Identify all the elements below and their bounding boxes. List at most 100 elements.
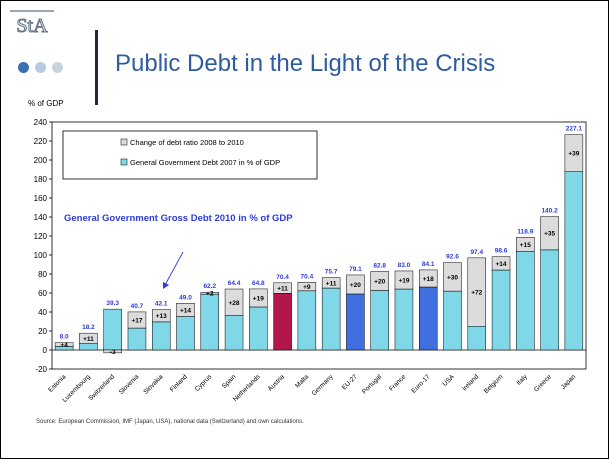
- annotation-arrow: [164, 251, 184, 286]
- bar-base: [103, 308, 122, 351]
- y-tick-label: 100: [34, 251, 48, 260]
- category-label: Austria: [267, 373, 287, 393]
- y-tick-label: 200: [34, 156, 48, 165]
- category-label: Portugal: [361, 373, 383, 395]
- bar-change: [443, 262, 462, 292]
- bar-change: [370, 271, 389, 291]
- legend: [62, 130, 318, 180]
- category-label: Greece: [533, 373, 553, 393]
- page-title: Public Debt in the Light of the Crisis: [115, 50, 496, 77]
- category-label: Spain: [221, 373, 238, 390]
- dot-icon: [52, 62, 63, 73]
- bar-base: [540, 249, 559, 351]
- bar-base: [418, 286, 438, 351]
- total-label: 82.8: [373, 262, 386, 269]
- plot-area: [51, 121, 587, 370]
- category-label: Italy: [515, 373, 529, 387]
- total-label: 8.0: [60, 334, 69, 341]
- category-label: Malta: [294, 373, 310, 389]
- bar-change: [394, 270, 414, 290]
- change-label: +18: [423, 276, 434, 283]
- change-label: +30: [447, 274, 458, 281]
- y-tick-label: 0: [43, 346, 48, 355]
- category-label: Belgium: [483, 373, 505, 395]
- category-label: Finland: [169, 373, 189, 393]
- category-label: Switzerland: [87, 373, 116, 402]
- total-label: 39.3: [106, 300, 119, 307]
- bar-base: [297, 290, 317, 351]
- change-label: +11: [326, 280, 337, 287]
- bar-base: [564, 171, 584, 351]
- bar-base: [200, 293, 220, 351]
- change-label: -3: [110, 349, 116, 356]
- bar-base: [491, 269, 511, 351]
- bar-change: [467, 257, 487, 327]
- bar-change: [151, 309, 171, 323]
- bar-base: [151, 321, 171, 351]
- logo-icon: StA: [10, 10, 54, 38]
- category-label: USA: [442, 373, 457, 388]
- category-label: France: [388, 373, 408, 393]
- legend-label: General Government Debt 2007 in % of GDP: [130, 158, 280, 167]
- change-label: +11: [83, 336, 94, 343]
- bar-change: [418, 269, 438, 288]
- chart-annotation: General Government Gross Debt 2010 in % …: [64, 213, 293, 224]
- bar-change: [224, 288, 244, 316]
- change-label: +28: [229, 300, 240, 307]
- change-label: +19: [398, 277, 409, 284]
- bar-base: [273, 293, 292, 351]
- category-label: Ireland: [461, 373, 480, 392]
- total-label: 70.4: [276, 274, 289, 281]
- dot-icon: [18, 62, 29, 73]
- total-label: 64.4: [228, 280, 241, 287]
- bar-change: [297, 282, 317, 292]
- bar-change: [564, 134, 584, 172]
- bar-base: [321, 287, 341, 351]
- change-label: +2: [206, 291, 214, 298]
- total-label: 40.7: [131, 303, 144, 310]
- bar-change: [491, 256, 511, 271]
- y-tick-label: 220: [34, 137, 48, 146]
- category-label: Estonia: [47, 373, 68, 394]
- bar-base: [176, 316, 195, 351]
- category-label: EU-27: [341, 373, 359, 391]
- bar-change: [176, 303, 195, 317]
- bar-change: [540, 216, 559, 251]
- y-tick-label: 80: [38, 270, 47, 279]
- total-label: 227.1: [566, 126, 583, 133]
- bar-change: [516, 237, 535, 252]
- bar-base: [516, 251, 535, 351]
- change-label: +39: [568, 151, 579, 158]
- total-label: 92.6: [446, 254, 459, 261]
- y-tick-label: 240: [34, 118, 48, 127]
- source-note: Source: European Commission, IMF (Japan,…: [36, 419, 304, 425]
- category-label: Euro-17: [410, 373, 432, 395]
- bar-base: [346, 293, 365, 351]
- bar-change: [103, 349, 122, 354]
- change-label: +20: [374, 278, 385, 285]
- total-label: 70.4: [301, 273, 314, 280]
- total-label: 98.6: [495, 248, 508, 255]
- arrow-head-icon: [163, 282, 169, 289]
- change-label: +19: [253, 295, 264, 302]
- bar-base: [224, 315, 244, 351]
- change-label: +15: [520, 242, 531, 249]
- total-label: 49.0: [179, 294, 192, 301]
- change-label: +17: [131, 317, 142, 324]
- bar-change: [200, 291, 220, 295]
- category-label: Cyprus: [194, 373, 214, 393]
- change-label: +35: [544, 231, 555, 238]
- y-tick-label: 140: [34, 213, 48, 222]
- bar-base: [249, 306, 268, 351]
- total-label: 79.1: [349, 266, 362, 273]
- y-tick-label: -20: [35, 365, 47, 374]
- dot-icon: [35, 62, 46, 73]
- category-label: Slovenia: [118, 373, 141, 396]
- bar-change: [249, 288, 268, 308]
- bar-change: [273, 282, 292, 294]
- total-label: 42.1: [155, 301, 168, 308]
- legend-swatch-base: [120, 158, 128, 166]
- y-tick-label: 120: [34, 232, 48, 241]
